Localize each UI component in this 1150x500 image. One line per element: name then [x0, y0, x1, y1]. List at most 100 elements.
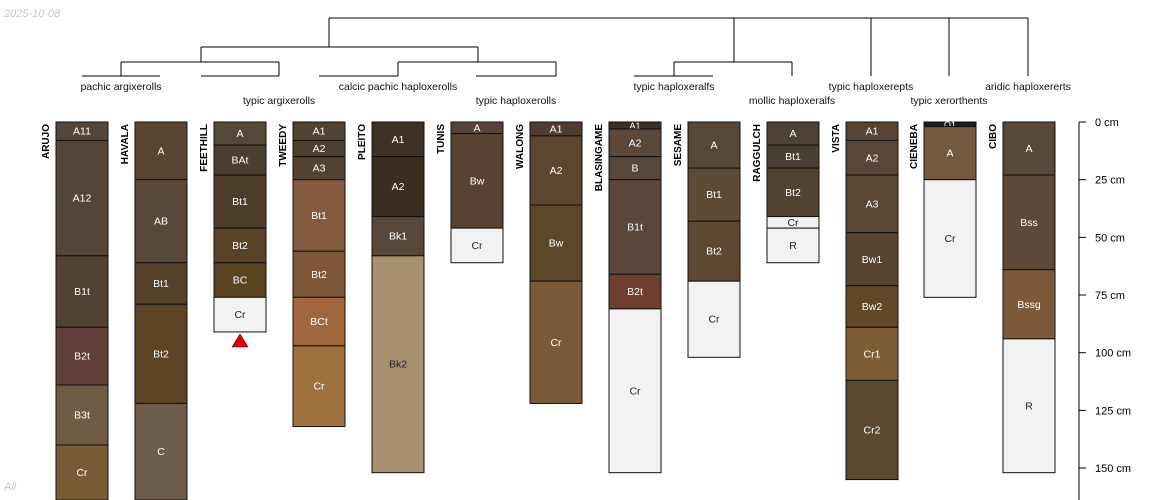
horizon-label: A11	[73, 126, 91, 138]
horizon-label: BC	[233, 275, 248, 287]
horizon-label: A1	[629, 121, 640, 131]
taxon-label: typic argixerolls	[243, 95, 315, 107]
horizon-bssg	[1002, 269, 1056, 340]
horizon-label: Bt1	[232, 196, 248, 208]
horizon-label: B3t	[74, 409, 90, 421]
horizon-a	[923, 126, 977, 181]
horizon-cr2	[845, 379, 899, 481]
profile-havala: A AB Bt1 Bt2 C HAVALA	[120, 121, 188, 500]
horizon-c	[134, 402, 188, 500]
horizon-bw1	[845, 232, 899, 287]
horizon-label: Bk2	[389, 359, 407, 371]
horizon-a2	[371, 156, 425, 218]
taxon-label: mollic haploxeralfs	[749, 95, 835, 107]
profile-id: HAVALA	[120, 124, 131, 164]
dendrogram	[82, 17, 1029, 77]
horizon-label: Bt2	[706, 246, 722, 258]
horizon-label: A1	[866, 126, 879, 138]
horizon-bw	[450, 133, 504, 229]
profile-feethill: A BAt Bt1 Bt2 BC Cr FEETHILL	[199, 121, 267, 348]
horizon-label: A2	[550, 165, 563, 177]
horizon-label: A2	[392, 181, 405, 193]
horizon-bt1	[292, 179, 346, 252]
horizon-label: A12	[73, 193, 92, 205]
horizon-label: BAt	[232, 155, 249, 167]
horizon-label: A2	[866, 152, 879, 164]
profile-raggulch: A Bt1 Bt2 Cr R RAGGULCH	[752, 121, 820, 264]
truncation-marker	[231, 333, 249, 348]
horizon-r	[766, 227, 820, 264]
horizon-label: O1	[944, 120, 956, 130]
horizon-label: R	[789, 240, 797, 252]
horizon-b1t	[608, 179, 662, 275]
horizon-label: Bt2	[153, 348, 169, 360]
horizon-label: B2t	[627, 286, 643, 298]
corner-label: All	[4, 481, 17, 493]
horizon-label: B1t	[74, 286, 90, 298]
horizon-label: Bw1	[862, 254, 883, 266]
horizon-label: A2	[313, 143, 326, 155]
horizon-label: Cr	[76, 467, 88, 479]
horizon-bt1	[213, 174, 267, 229]
horizon-b3t	[55, 384, 109, 446]
horizon-label: A2	[629, 137, 642, 149]
horizon-label: A	[236, 128, 243, 140]
taxon-label: aridic haploxererts	[985, 81, 1071, 93]
horizon-label: A1	[392, 134, 405, 146]
horizon-label: BCt	[310, 316, 328, 328]
horizon-label: Cr	[234, 309, 246, 321]
axis-tick-label: 50 cm	[1095, 232, 1125, 244]
horizon-label: Bt1	[706, 189, 722, 201]
profile-cieneba: O1 A Cr CIENEBA	[909, 120, 977, 298]
horizon-label: B	[631, 163, 638, 175]
horizon-cr	[450, 227, 504, 264]
horizon-label: Bk1	[389, 231, 407, 243]
horizon-label: B1t	[627, 221, 643, 233]
horizon-cr	[55, 444, 109, 500]
profile-id: VISTA	[831, 124, 842, 153]
horizon-a1	[371, 121, 425, 158]
horizon-label: Bt2	[311, 269, 327, 281]
profile-id: CIBO	[988, 124, 999, 149]
profile-blasingame: A1 A2 B B1t B2t Cr BLASINGAME	[594, 121, 662, 474]
depth-axis: 0 cm 25 cm 50 cm 75 cm 100 cm 125 cm 150 cm	[1078, 117, 1131, 500]
horizon-label: R	[1025, 400, 1033, 412]
axis-tick-label: 75 cm	[1095, 290, 1125, 302]
taxon-label: typic haploxerepts	[829, 81, 914, 93]
horizon-label: Cr1	[864, 348, 881, 360]
horizon-label: Cr	[787, 217, 799, 229]
horizon-label: A1	[313, 126, 326, 138]
horizon-a2	[529, 135, 583, 206]
horizon-label: A	[789, 128, 796, 140]
horizon-label: A3	[313, 163, 326, 175]
horizon-label: Bss	[1020, 217, 1038, 229]
horizon-cr	[923, 179, 977, 298]
horizon-cr	[292, 345, 346, 428]
horizon-label: Bssg	[1017, 299, 1041, 311]
horizon-cr	[213, 296, 267, 333]
horizon-bss	[1002, 174, 1056, 271]
profile-id: FEETHILL	[199, 124, 210, 172]
axis-tick-label: 150 cm	[1095, 463, 1131, 475]
horizon-ab	[134, 179, 188, 264]
horizon-a2	[845, 139, 899, 176]
horizon-label: A1	[550, 123, 563, 135]
date-stamp: 2025-10-08	[4, 8, 61, 20]
horizon-label: Bt1	[153, 278, 169, 290]
horizon-bw2	[845, 285, 899, 328]
profile-id: BLASINGAME	[594, 124, 605, 192]
profile-id: RAGGULCH	[752, 124, 763, 182]
horizon-b1t	[55, 255, 109, 328]
horizon-cr	[608, 308, 662, 474]
horizon-a	[134, 121, 188, 181]
taxon-label: typic haploxeralfs	[633, 81, 714, 93]
horizon-bt2	[213, 227, 267, 264]
horizon-label: Bt1	[785, 151, 801, 163]
horizon-bw	[529, 204, 583, 282]
profile-sesame: A Bt1 Bt2 Cr SESAME	[673, 121, 741, 358]
profile-arujo: A11 A12 B1t B2t B3t Cr ARUJO	[41, 121, 109, 500]
horizon-label: B2t	[74, 351, 90, 363]
horizon-label: Bw	[470, 175, 485, 187]
